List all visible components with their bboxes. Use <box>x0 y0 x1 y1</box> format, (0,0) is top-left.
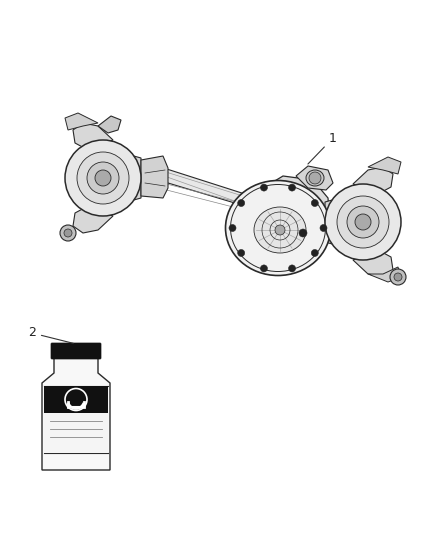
Circle shape <box>337 196 389 248</box>
Circle shape <box>95 170 111 186</box>
FancyBboxPatch shape <box>44 413 108 453</box>
Ellipse shape <box>226 181 331 276</box>
Polygon shape <box>308 210 328 230</box>
Text: 2: 2 <box>28 327 73 343</box>
Circle shape <box>289 184 296 191</box>
Polygon shape <box>263 176 330 243</box>
Ellipse shape <box>65 140 141 216</box>
Circle shape <box>347 206 379 238</box>
Ellipse shape <box>306 170 324 186</box>
Circle shape <box>238 249 245 256</box>
Polygon shape <box>368 267 401 282</box>
Circle shape <box>311 199 318 206</box>
Polygon shape <box>141 156 168 198</box>
Polygon shape <box>73 206 113 233</box>
Polygon shape <box>353 167 393 194</box>
Polygon shape <box>73 123 113 150</box>
FancyBboxPatch shape <box>44 386 108 413</box>
Circle shape <box>275 225 285 235</box>
Circle shape <box>311 249 318 256</box>
Circle shape <box>238 199 245 206</box>
Ellipse shape <box>325 184 401 260</box>
Polygon shape <box>325 197 348 247</box>
Circle shape <box>289 265 296 272</box>
Polygon shape <box>148 163 248 207</box>
Polygon shape <box>368 157 401 174</box>
Circle shape <box>309 172 321 184</box>
Circle shape <box>390 269 406 285</box>
Polygon shape <box>353 250 393 277</box>
Polygon shape <box>98 116 121 133</box>
Text: 1: 1 <box>308 132 337 164</box>
Polygon shape <box>42 358 110 470</box>
Circle shape <box>355 214 371 230</box>
Circle shape <box>87 162 119 194</box>
Circle shape <box>261 184 268 191</box>
Circle shape <box>299 229 307 237</box>
Polygon shape <box>118 153 141 203</box>
Ellipse shape <box>254 207 306 253</box>
FancyBboxPatch shape <box>51 343 101 359</box>
Circle shape <box>320 224 327 231</box>
Circle shape <box>261 265 268 272</box>
Circle shape <box>394 273 402 281</box>
Circle shape <box>229 224 236 231</box>
Circle shape <box>64 229 72 237</box>
Circle shape <box>77 152 129 204</box>
Circle shape <box>60 225 76 241</box>
Polygon shape <box>65 113 98 130</box>
Polygon shape <box>296 166 333 190</box>
